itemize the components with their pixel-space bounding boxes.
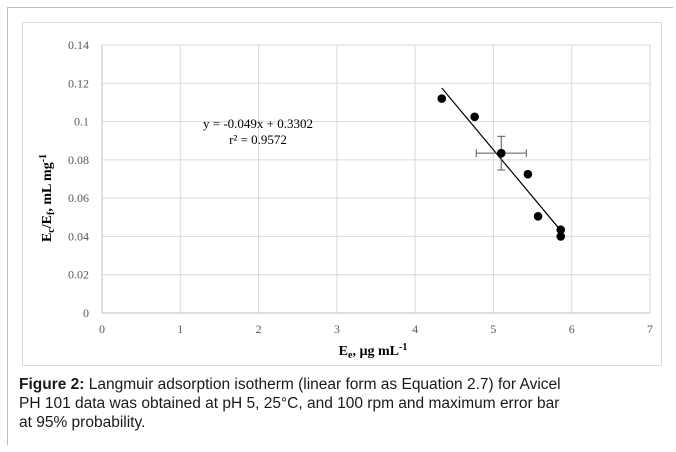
x-axis-label-rest: , µg mL [352, 344, 399, 359]
y-axis-label-rest: , mL mg [40, 162, 55, 211]
data-point [470, 112, 479, 122]
x-axis-label-sub: e [348, 350, 353, 361]
linear-trendline [441, 87, 563, 233]
y-axis-label-slash: /E [40, 215, 55, 229]
y-tick-label: 0.1 [74, 115, 89, 129]
x-axis-label: Ee, µg mL-1 [339, 342, 408, 361]
caption-label: Figure 2: [19, 376, 85, 393]
x-tick-label: 4 [412, 322, 418, 336]
y-tick-label: 0.04 [68, 229, 89, 243]
figure-frame [7, 7, 673, 445]
data-point [533, 212, 543, 221]
data-point [437, 94, 447, 103]
x-tick-label: 5 [490, 322, 496, 336]
data-points [437, 94, 566, 241]
y-axis-label-main: E [40, 233, 55, 242]
chart-area [22, 22, 662, 366]
y-tick-label: 0.14 [68, 38, 89, 52]
x-tick-labels: 0 1 2 3 4 5 6 7 [99, 322, 653, 336]
axes [101, 45, 650, 314]
y-axis-label: Ec/Ef, mL mg-1 [38, 154, 57, 242]
y-axis-label-sup: -1 [38, 154, 49, 162]
r-squared-label: r² = 0.9572 [229, 132, 287, 147]
x-tick-label: 6 [569, 322, 575, 336]
y-tick-label: 0.12 [68, 76, 89, 90]
y-tick-label: 0 [83, 306, 89, 320]
langmuir-scatter-chart: 0 1 2 3 4 5 6 7 0 0.02 0.04 0.06 0.08 0.1 0.12 0.14 y … [38, 38, 653, 361]
data-point [556, 232, 566, 241]
trendline-group [441, 87, 563, 233]
x-tick-label: 3 [334, 322, 340, 336]
y-axis-label-sub2: f [46, 211, 57, 215]
data-point [523, 169, 533, 179]
x-tick-label: 1 [177, 322, 183, 336]
y-axis-label-sub1: c [46, 228, 57, 233]
x-tick-label: 2 [256, 322, 262, 336]
y-tick-label: 0.02 [68, 268, 89, 282]
y-tick-label: 0.06 [68, 191, 89, 205]
y-tick-labels: 0 0.02 0.04 0.06 0.08 0.1 0.12 0.14 [68, 38, 89, 320]
caption-line2: PH 101 data was obtained at pH 5, 25°C, … [19, 395, 560, 412]
x-axis-label-main: E [339, 344, 348, 359]
caption-line3: at 95% probability. [19, 414, 146, 431]
trendline-equation: y = -0.049x + 0.3302 [203, 116, 313, 131]
x-tick-label: 0 [99, 322, 105, 336]
x-tick-label: 7 [647, 322, 653, 336]
data-point [556, 225, 566, 235]
data-point [496, 148, 506, 158]
gridlines [102, 44, 651, 313]
caption-line1: Langmuir adsorption isotherm (linear for… [84, 376, 561, 393]
figure-caption: Figure 2: Langmuir adsorption isotherm (… [19, 375, 669, 432]
y-tick-label: 0.08 [68, 153, 89, 167]
x-axis-label-sup: -1 [399, 342, 407, 353]
